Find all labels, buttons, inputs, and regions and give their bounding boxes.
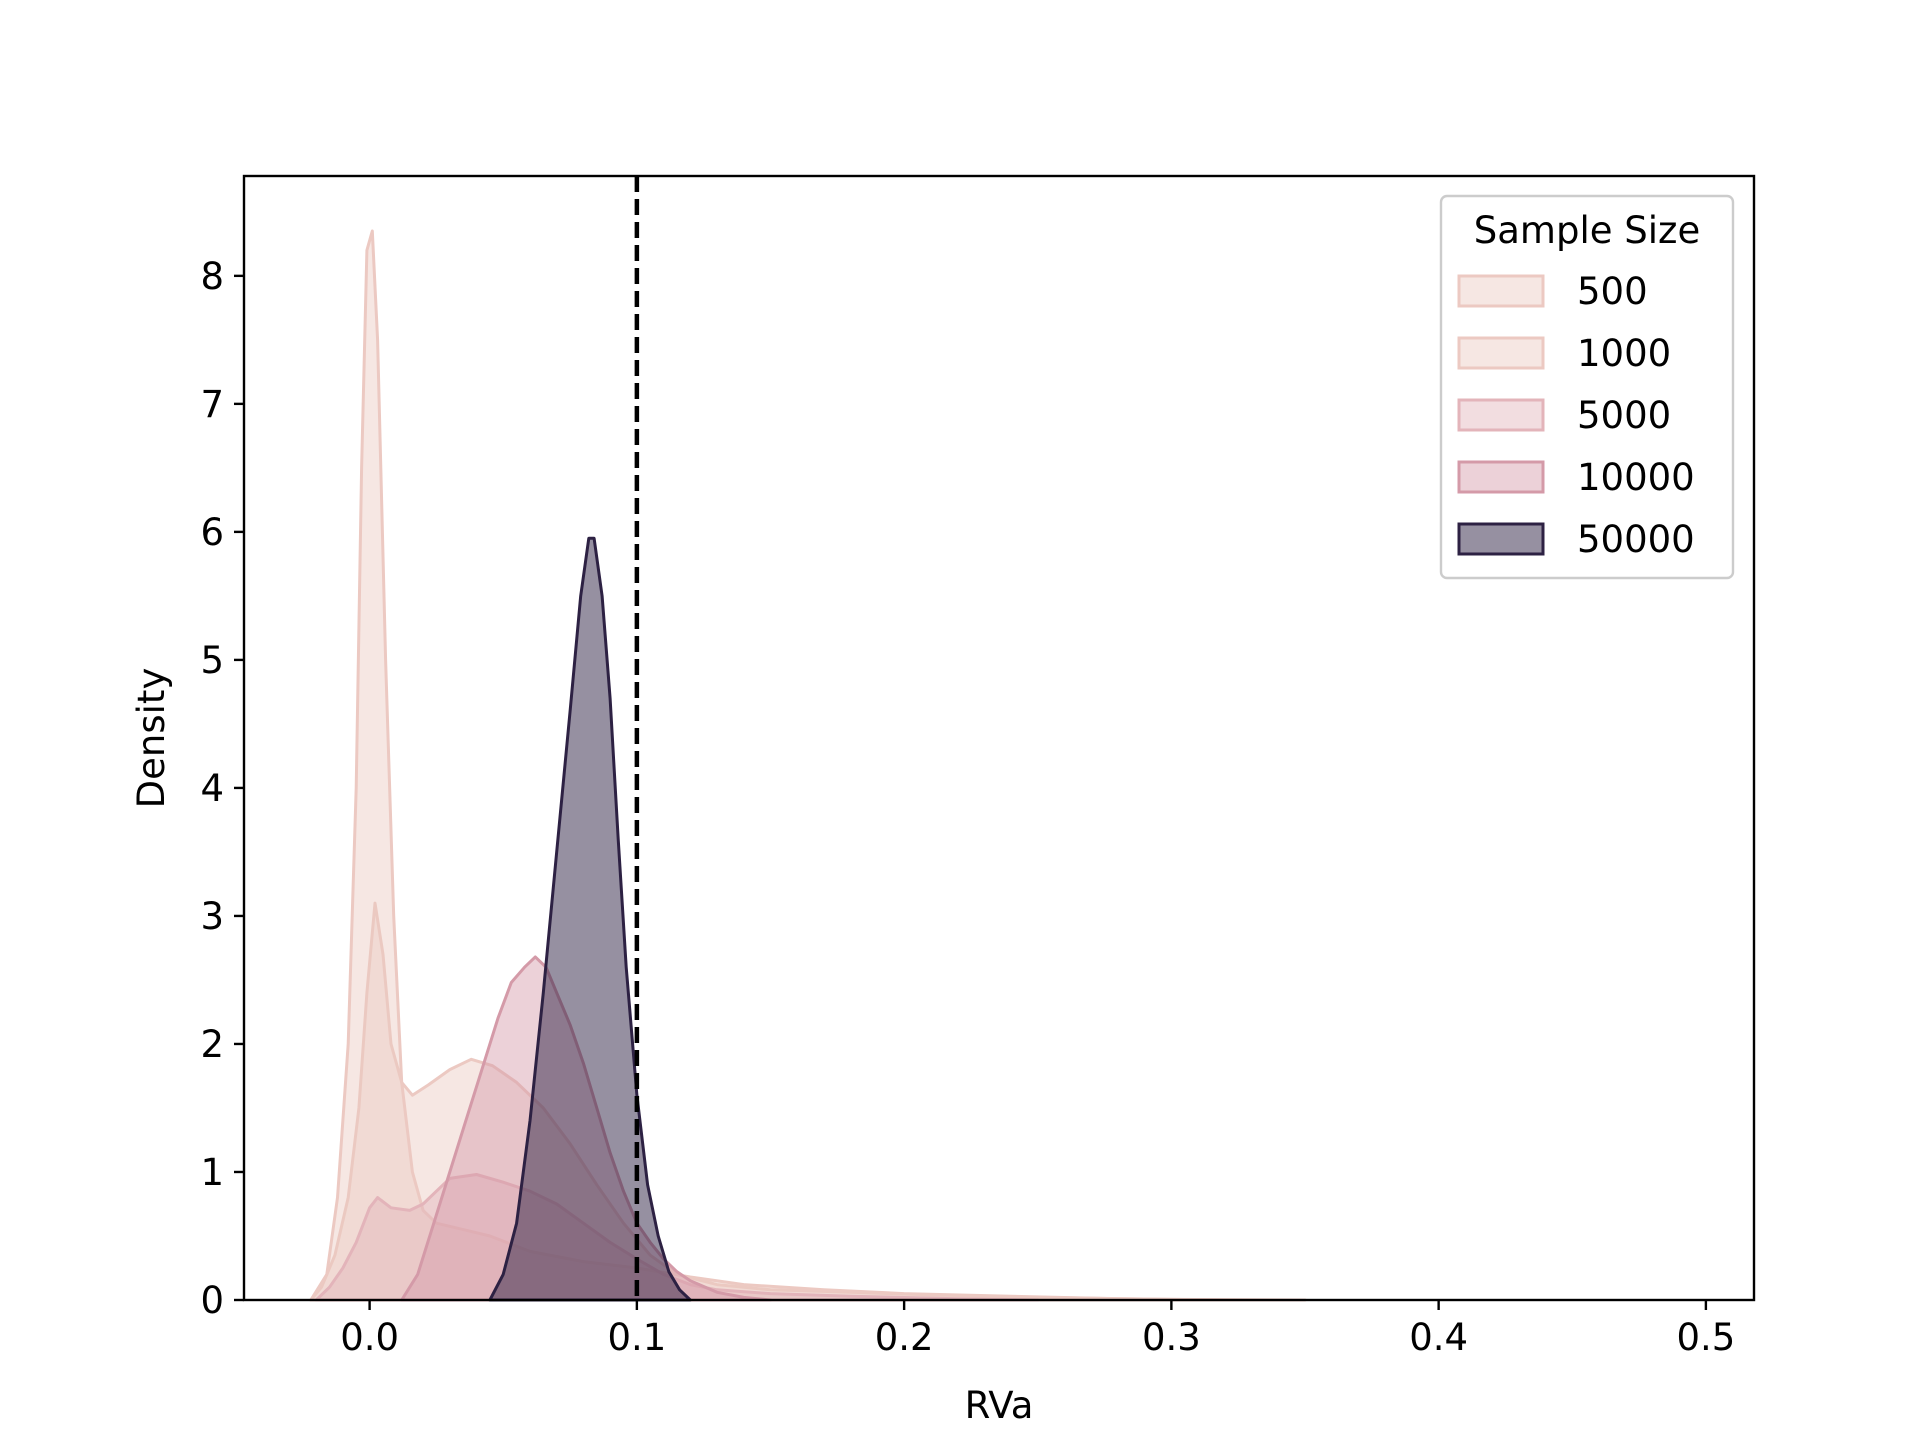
legend: Sample Size 500 1000 5000 10000 50000 [1439, 194, 1735, 580]
density-curves [309, 229, 1307, 1302]
x-tick-label: 0.4 [1409, 1316, 1468, 1359]
density-area-1000 [309, 229, 1227, 1302]
y-tick-label: 2 [200, 1023, 224, 1066]
legend-items: 500 1000 5000 10000 50000 [1457, 270, 1695, 561]
y-tick-label: 4 [200, 767, 224, 810]
x-axis-ticks: 0.0 0.1 0.2 0.3 0.4 0.5 [340, 1300, 1735, 1359]
y-tick-label: 6 [200, 511, 224, 554]
y-tick-label: 0 [200, 1279, 224, 1322]
density-area-50000 [488, 536, 692, 1302]
y-tick-label: 1 [200, 1151, 224, 1194]
legend-swatch-50000 [1457, 522, 1545, 556]
y-axis-label: Density [130, 668, 173, 809]
legend-box [1439, 194, 1735, 580]
y-tick-label: 5 [200, 639, 224, 682]
y-tick-label: 3 [200, 895, 224, 938]
x-tick-label: 0.2 [875, 1316, 934, 1359]
legend-label-10000: 10000 [1577, 456, 1695, 499]
x-tick-label: 0.0 [340, 1316, 399, 1359]
y-tick-label: 7 [200, 383, 224, 426]
legend-label-50000: 50000 [1577, 518, 1695, 561]
legend-swatch-5000 [1457, 398, 1545, 432]
legend-swatch-10000 [1457, 460, 1545, 494]
y-axis-ticks: 0 1 2 3 4 5 6 7 8 [200, 255, 244, 1322]
legend-swatch-1000 [1457, 336, 1545, 370]
x-tick-label: 0.3 [1142, 1316, 1201, 1359]
y-tick-label: 8 [200, 255, 224, 298]
x-axis-label: RVa [965, 1384, 1034, 1427]
legend-swatch-500 [1457, 274, 1545, 308]
plot-frame [242, 174, 1756, 1302]
legend-title: Sample Size [1474, 209, 1700, 252]
x-tick-label: 0.1 [607, 1316, 666, 1359]
legend-label-1000: 1000 [1577, 332, 1671, 375]
density-area-5000 [314, 1173, 1040, 1302]
legend-label-500: 500 [1577, 270, 1648, 313]
legend-label-5000: 5000 [1577, 394, 1671, 437]
x-tick-label: 0.5 [1676, 1316, 1735, 1359]
